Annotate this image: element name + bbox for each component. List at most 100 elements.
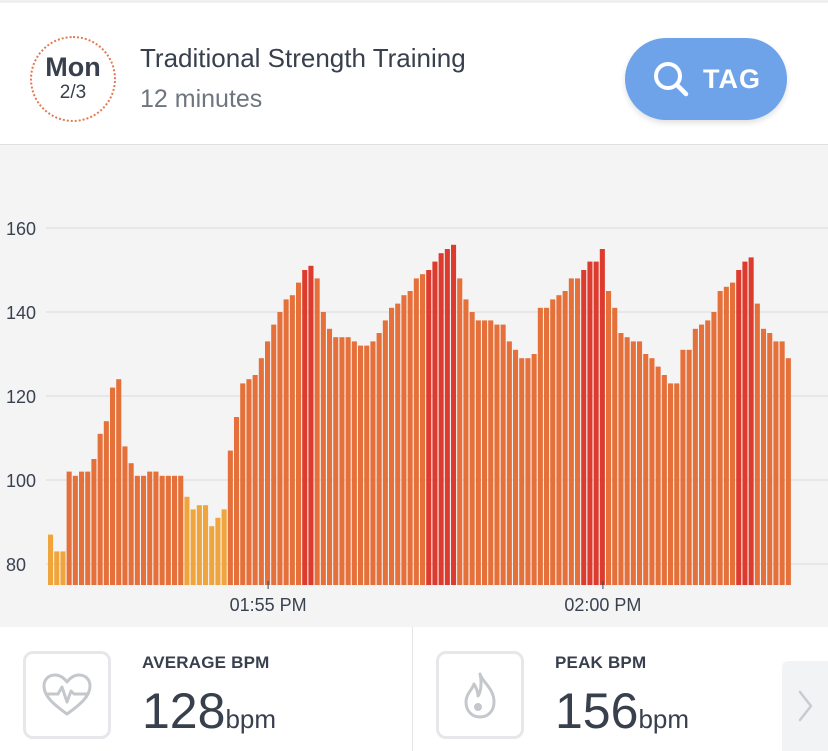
- search-icon: [654, 62, 689, 97]
- heart-rate-bar: [240, 383, 246, 585]
- heart-rate-bar: [116, 379, 122, 585]
- tag-button[interactable]: TAG: [625, 38, 787, 120]
- heart-rate-bar: [606, 291, 612, 585]
- heart-rate-bar: [215, 517, 221, 585]
- peak-bpm-unit: bpm: [638, 704, 690, 734]
- heart-rate-bar: [153, 471, 159, 585]
- heart-rate-bar: [494, 324, 500, 585]
- heart-rate-bar: [544, 307, 550, 585]
- heart-rate-bar: [289, 295, 295, 585]
- heart-rate-bar: [562, 291, 568, 585]
- heart-rate-bar: [742, 261, 748, 585]
- heart-rate-bar: [364, 345, 370, 585]
- average-bpm-value-row: 128bpm: [142, 681, 276, 749]
- stats-row: AVERAGE BPM 128bpm PEAK BPM 156bpm: [0, 627, 828, 751]
- date-number: 2/3: [59, 82, 87, 103]
- heart-rate-bar: [395, 303, 401, 585]
- heart-pulse-icon: [42, 673, 92, 716]
- x-tick-label: 02:00 PM: [564, 595, 641, 615]
- heart-rate-bar: [537, 307, 543, 585]
- heart-rate-bar: [103, 421, 109, 585]
- heart-rate-bar: [624, 337, 630, 585]
- workout-duration: 12 minutes: [140, 85, 263, 113]
- y-tick-label: 160: [6, 219, 36, 239]
- heart-rate-bar: [525, 358, 531, 585]
- y-tick-label: 100: [6, 471, 36, 491]
- heart-rate-bar: [308, 265, 314, 585]
- heart-rate-bar: [79, 471, 85, 585]
- heart-rate-bar: [593, 261, 599, 585]
- heart-rate-bar: [314, 278, 320, 585]
- heart-rate-bar: [705, 320, 711, 585]
- heart-rate-bar: [271, 324, 277, 585]
- heart-rate-bar: [172, 475, 178, 585]
- peak-bpm-value: 156: [555, 683, 639, 739]
- peak-bpm-card: PEAK BPM 156bpm: [413, 627, 828, 751]
- heart-rate-bar: [128, 463, 134, 585]
- heart-rate-bar: [457, 278, 463, 585]
- date-badge: Mon 2/3: [30, 36, 116, 122]
- heart-rate-bar: [141, 475, 147, 585]
- peak-bpm-icon-box: [436, 651, 524, 739]
- chevron-right-icon: [798, 690, 813, 722]
- heart-rate-bar: [531, 354, 537, 585]
- heart-rate-bar: [165, 475, 171, 585]
- heart-rate-bar: [519, 358, 525, 585]
- heart-rate-bar: [258, 358, 264, 585]
- heart-rate-bar: [110, 387, 116, 585]
- heart-rate-bar: [736, 270, 742, 585]
- heart-rate-bar: [277, 312, 283, 585]
- heart-rate-bar: [767, 333, 773, 585]
- heart-rate-bar: [234, 417, 240, 585]
- y-tick-label: 80: [6, 555, 26, 575]
- heart-rate-bar: [463, 299, 469, 585]
- heart-rate-bar: [221, 509, 227, 585]
- heart-rate-bar: [296, 282, 302, 585]
- heart-rate-bar: [587, 261, 593, 585]
- heart-rate-bar: [407, 291, 413, 585]
- heart-rate-bar: [265, 341, 271, 585]
- average-bpm-label: AVERAGE BPM: [142, 653, 270, 672]
- heart-rate-bar: [556, 295, 562, 585]
- average-bpm-unit: bpm: [225, 704, 277, 734]
- heart-rate-bar: [389, 307, 395, 585]
- heart-rate-bar: [203, 505, 209, 585]
- heart-rate-bar: [581, 270, 587, 585]
- heart-rate-bar: [426, 270, 432, 585]
- heart-rate-bar: [283, 299, 289, 585]
- heart-rate-bar: [370, 341, 376, 585]
- heart-rate-bar: [761, 328, 767, 585]
- heart-rate-bar: [469, 312, 475, 585]
- heart-rate-bar: [692, 328, 698, 585]
- heart-rate-bar: [122, 446, 128, 585]
- heart-rate-bar: [630, 341, 636, 585]
- heart-rate-bar: [351, 341, 357, 585]
- heart-rate-bar: [475, 320, 481, 585]
- next-stats-button[interactable]: [782, 661, 828, 751]
- heart-rate-bar: [599, 249, 605, 585]
- heart-rate-bar: [618, 333, 624, 585]
- heart-rate-bar: [376, 333, 382, 585]
- heart-rate-bar: [723, 286, 729, 585]
- heart-rate-bar: [413, 278, 419, 585]
- heart-rate-bar: [668, 383, 674, 585]
- date-day: Mon: [45, 52, 101, 82]
- heart-rate-bar: [382, 320, 388, 585]
- heart-rate-bar: [661, 375, 667, 585]
- y-tick-label: 120: [6, 387, 36, 407]
- peak-bpm-value-row: 156bpm: [555, 681, 689, 749]
- x-tick-label: 01:55 PM: [230, 595, 307, 615]
- average-bpm-value: 128: [142, 683, 226, 739]
- heart-rate-bar: [500, 324, 506, 585]
- heart-rate-bar: [779, 341, 785, 585]
- heart-rate-bar: [711, 312, 717, 585]
- heart-rate-bar: [575, 278, 581, 585]
- heart-rate-bar: [649, 358, 655, 585]
- peak-bpm-label: PEAK BPM: [555, 653, 647, 672]
- heart-rate-bar: [66, 471, 72, 585]
- heart-rate-bar: [358, 345, 364, 585]
- heart-rate-bar: [345, 337, 351, 585]
- y-tick-label: 140: [6, 303, 36, 323]
- heart-rate-bar: [754, 303, 760, 585]
- heart-rate-bar: [401, 295, 407, 585]
